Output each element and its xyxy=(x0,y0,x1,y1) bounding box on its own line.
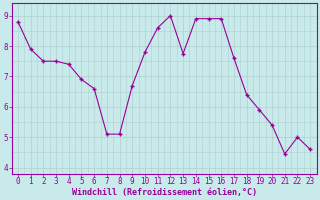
X-axis label: Windchill (Refroidissement éolien,°C): Windchill (Refroidissement éolien,°C) xyxy=(72,188,257,197)
